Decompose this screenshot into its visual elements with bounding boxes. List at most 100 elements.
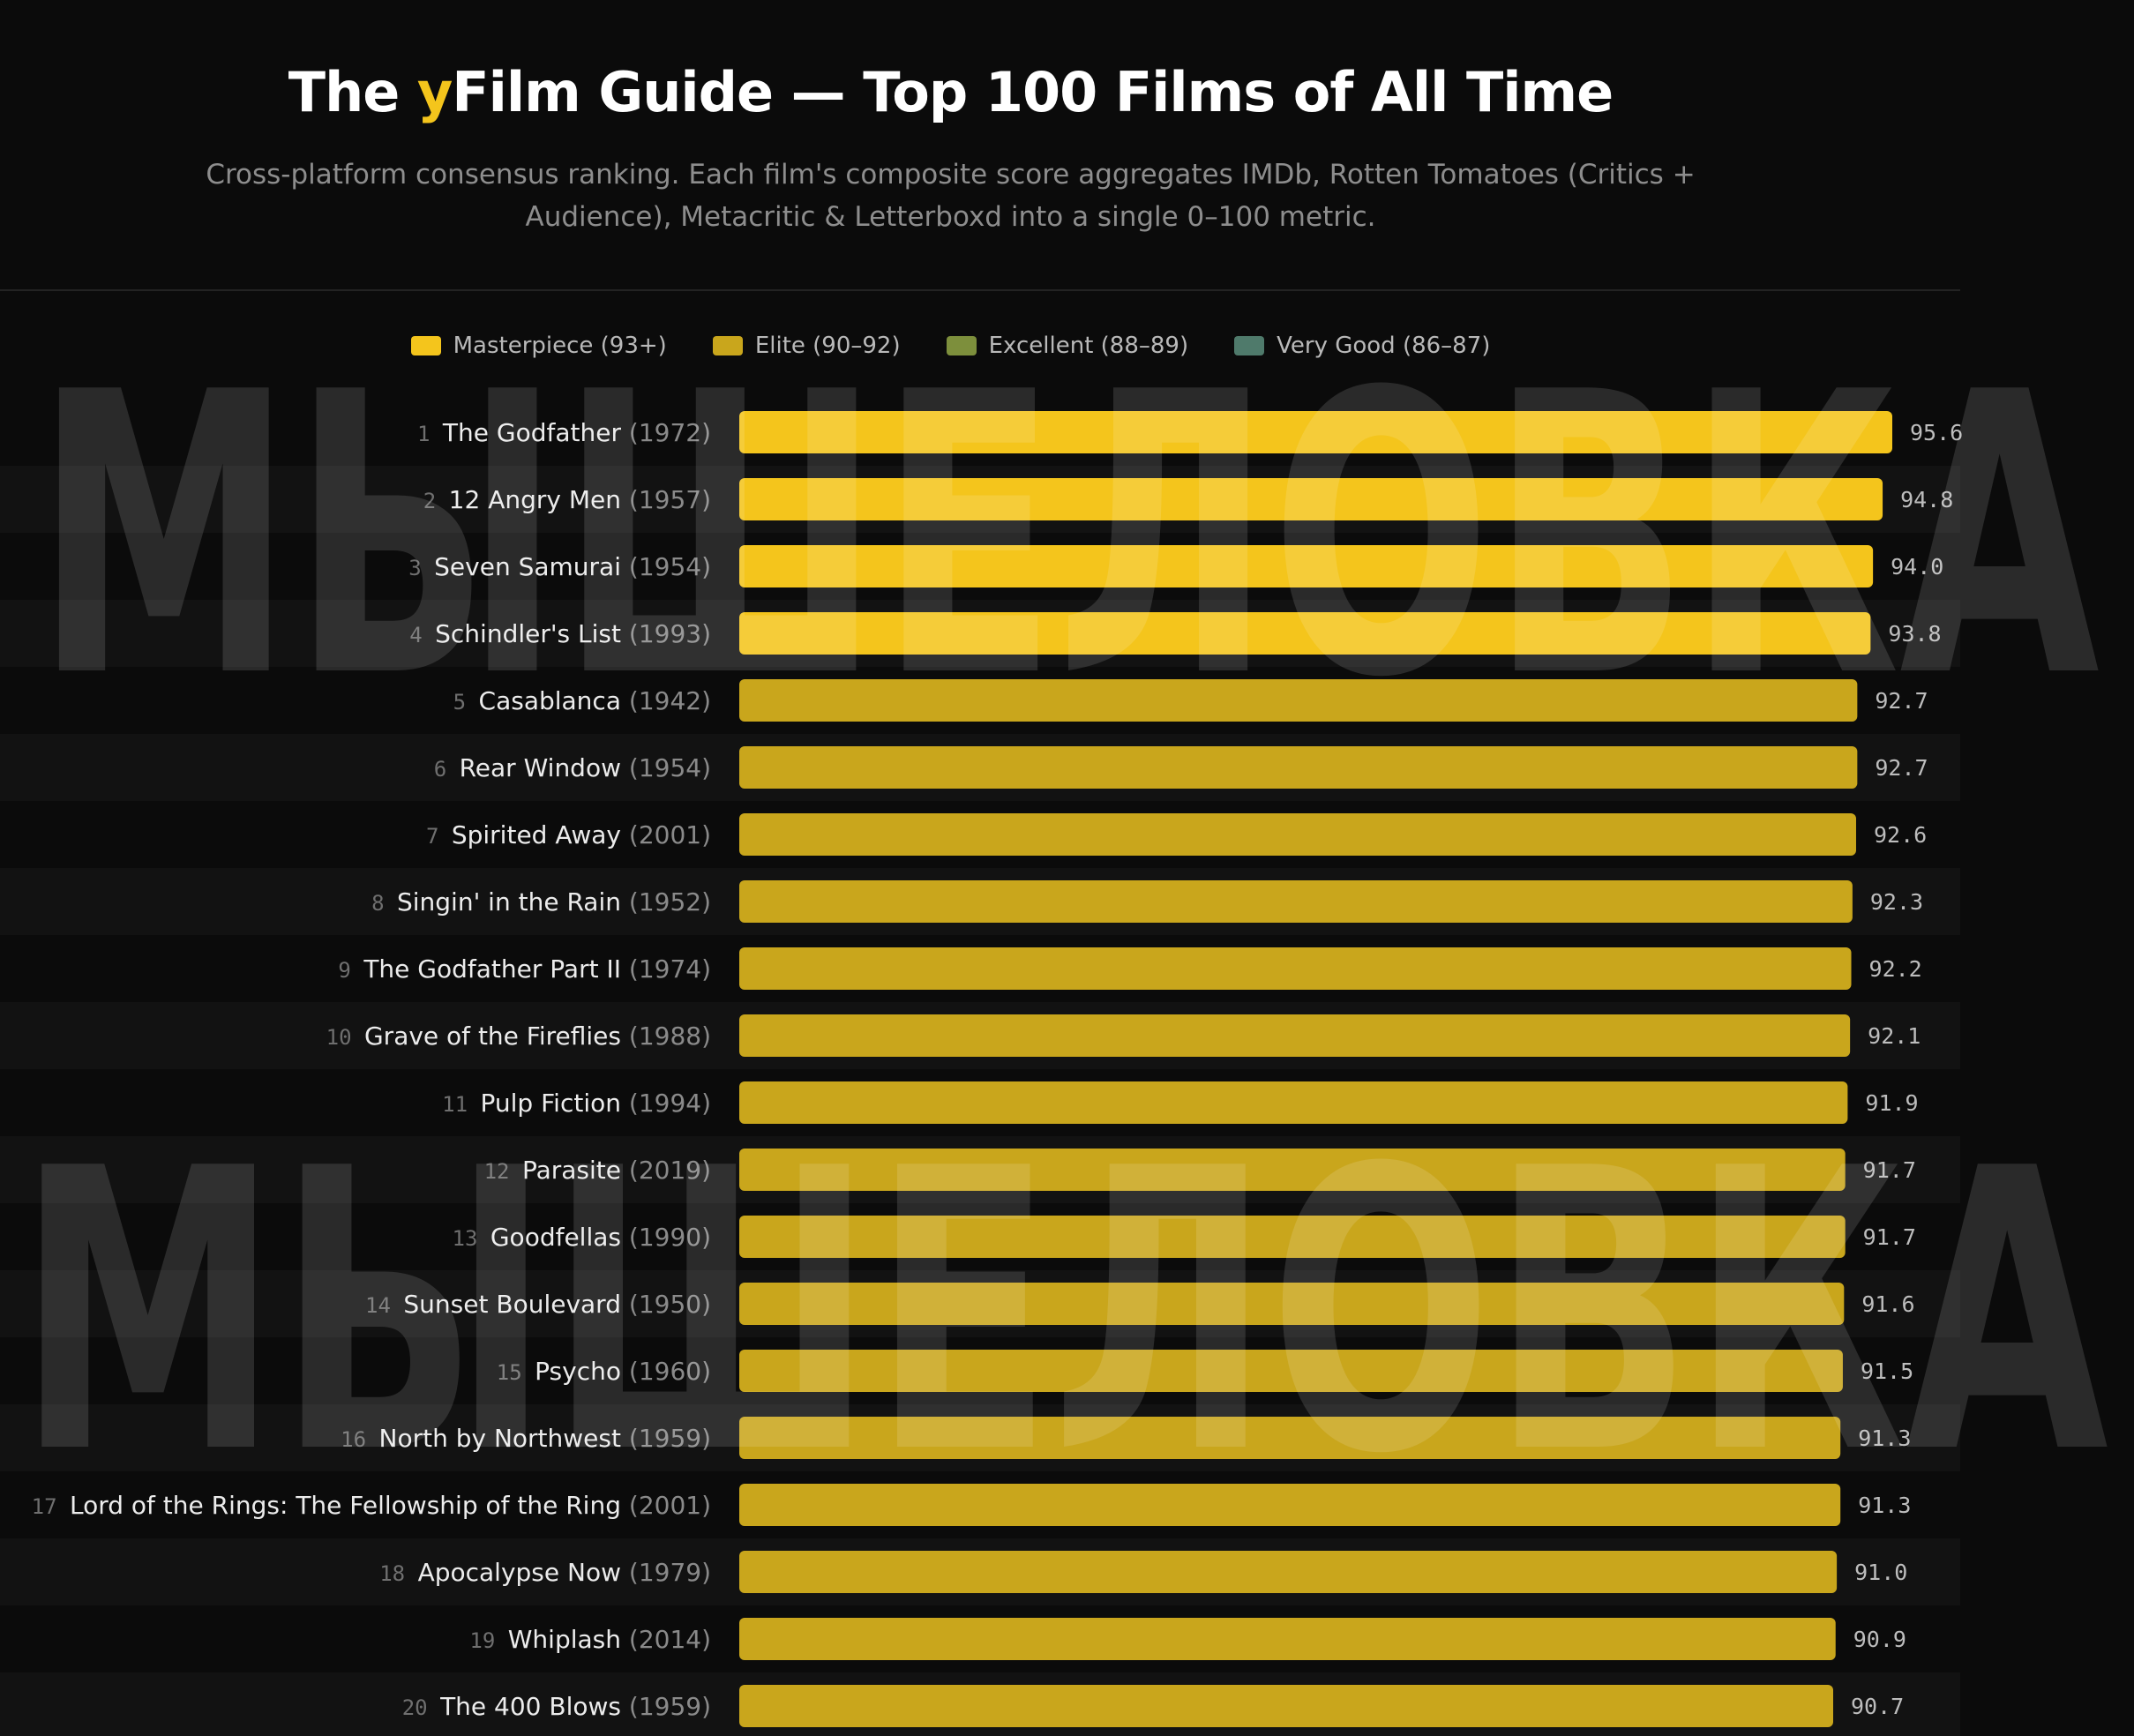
film-title: Goodfellas <box>490 1223 629 1252</box>
page-subtitle: Cross-platform consensus ranking. Each f… <box>206 159 1696 233</box>
row-label: 4 Schindler's List (1993) <box>409 619 711 648</box>
legend-item-very-good: Very Good (86–87) <box>1234 333 1490 359</box>
film-year: (2019) <box>629 1156 711 1185</box>
bar <box>739 478 1883 520</box>
rank-number: 3 <box>408 556 434 580</box>
value-label: 91.0 <box>1854 1560 1907 1585</box>
legend-item-masterpiece: Masterpiece (93+) <box>410 333 667 359</box>
film-year: (1960) <box>629 1357 711 1386</box>
value-label: 91.5 <box>1861 1358 1913 1384</box>
rank-number: 15 <box>497 1360 535 1385</box>
rank-number: 19 <box>469 1628 507 1653</box>
film-year: (1950) <box>629 1290 711 1319</box>
bar-chart: 1 The Godfather (1972) 95.6 2 12 Angry Men… <box>0 411 1963 1736</box>
bar <box>739 1417 1841 1459</box>
film-title: Psycho <box>535 1357 629 1386</box>
value-label: 95.6 <box>1910 420 1963 445</box>
legend: Masterpiece (93+) Elite (90–92) Excellen… <box>0 328 1901 363</box>
film-title: Singin' in the Rain <box>397 887 629 917</box>
rank-number: 1 <box>417 422 443 446</box>
film-title: Spirited Away <box>452 820 629 849</box>
bar <box>739 1484 1841 1526</box>
film-year: (1942) <box>629 686 711 715</box>
rank-number: 17 <box>32 1494 70 1519</box>
film-title: Pulp Fiction <box>481 1089 629 1118</box>
legend-label: Masterpiece (93+) <box>453 333 667 359</box>
bar <box>739 1283 1845 1325</box>
legend-swatch <box>946 336 977 355</box>
page-title: The yFilm Guide — Top 100 Films of All T… <box>0 60 1901 124</box>
row-label: 12 Parasite (2019) <box>484 1156 711 1185</box>
row-label: 17 Lord of the Rings: The Fellowship of … <box>32 1491 711 1520</box>
rank-number: 20 <box>402 1695 440 1720</box>
film-year: (1972) <box>629 418 711 447</box>
bar <box>739 1618 1836 1660</box>
bar <box>739 1149 1846 1191</box>
row-label: 7 Spirited Away (2001) <box>426 820 711 849</box>
row-label: 11 Pulp Fiction (1994) <box>442 1089 711 1118</box>
row-label: 8 Singin' in the Rain (1952) <box>371 887 711 917</box>
row-label: 5 Casablanca (1942) <box>453 686 711 715</box>
film-title: Apocalypse Now <box>418 1558 629 1587</box>
rank-number: 13 <box>453 1226 490 1251</box>
header-background <box>0 0 2134 291</box>
rank-number: 10 <box>326 1025 364 1050</box>
header-divider <box>0 289 1960 291</box>
value-label: 92.7 <box>1875 755 1928 781</box>
rank-number: 4 <box>409 623 435 647</box>
title-rest: Film Guide — Top 100 Films of All Time <box>452 60 1614 124</box>
film-title: Schindler's List <box>435 619 629 648</box>
film-title: Lord of the Rings: The Fellowship of the… <box>70 1491 629 1520</box>
legend-swatch <box>712 336 743 355</box>
bar <box>739 545 1874 587</box>
film-year: (1988) <box>629 1021 711 1051</box>
value-label: 90.9 <box>1853 1627 1906 1652</box>
value-label: 93.8 <box>1888 621 1941 647</box>
bar <box>739 679 1858 722</box>
legend-label: Elite (90–92) <box>754 333 901 359</box>
rank-number: 11 <box>442 1092 480 1117</box>
bar <box>739 1014 1851 1057</box>
film-year: (1974) <box>629 954 711 984</box>
bar <box>739 813 1856 856</box>
value-label: 91.6 <box>1861 1291 1914 1317</box>
value-label: 94.0 <box>1891 554 1943 580</box>
value-label: 91.3 <box>1858 1493 1911 1518</box>
bar <box>739 1551 1838 1593</box>
rank-number: 8 <box>371 891 397 916</box>
film-title: 12 Angry Men <box>449 485 629 514</box>
row-label: 19 Whiplash (2014) <box>469 1625 711 1654</box>
value-label: 91.3 <box>1858 1425 1911 1451</box>
film-title: Rear Window <box>460 753 629 782</box>
row-label: 10 Grave of the Fireflies (1988) <box>326 1021 711 1051</box>
film-title: The 400 Blows <box>439 1692 629 1721</box>
film-title: Grave of the Fireflies <box>364 1021 629 1051</box>
bar <box>739 947 1852 990</box>
film-title: North by Northwest <box>379 1424 629 1453</box>
film-title: Casablanca <box>479 686 629 715</box>
value-label: 92.6 <box>1874 822 1927 848</box>
film-title: Seven Samurai <box>434 552 629 581</box>
film-year: (1990) <box>629 1223 711 1252</box>
bar <box>739 1081 1848 1124</box>
legend-label: Very Good (86–87) <box>1277 333 1491 359</box>
film-year: (1954) <box>629 552 711 581</box>
film-title: The Godfather <box>442 418 629 447</box>
value-label: 92.7 <box>1875 688 1928 714</box>
row-label: 1 The Godfather (1972) <box>417 418 711 447</box>
value-label: 90.7 <box>1851 1694 1904 1719</box>
row-label: 13 Goodfellas (1990) <box>453 1223 712 1252</box>
legend-item-elite: Elite (90–92) <box>712 333 901 359</box>
film-year: (1994) <box>629 1089 711 1118</box>
row-label: 16 North by Northwest (1959) <box>341 1424 711 1453</box>
rank-number: 9 <box>338 958 363 983</box>
title-accent: y <box>416 60 453 124</box>
value-label: 94.8 <box>1900 487 1953 513</box>
rank-number: 18 <box>379 1561 417 1586</box>
film-title: Whiplash <box>508 1625 629 1654</box>
row-label: 18 Apocalypse Now (1979) <box>379 1558 711 1587</box>
value-label: 91.7 <box>1863 1157 1916 1183</box>
bar <box>739 411 1892 453</box>
film-year: (1954) <box>629 753 711 782</box>
